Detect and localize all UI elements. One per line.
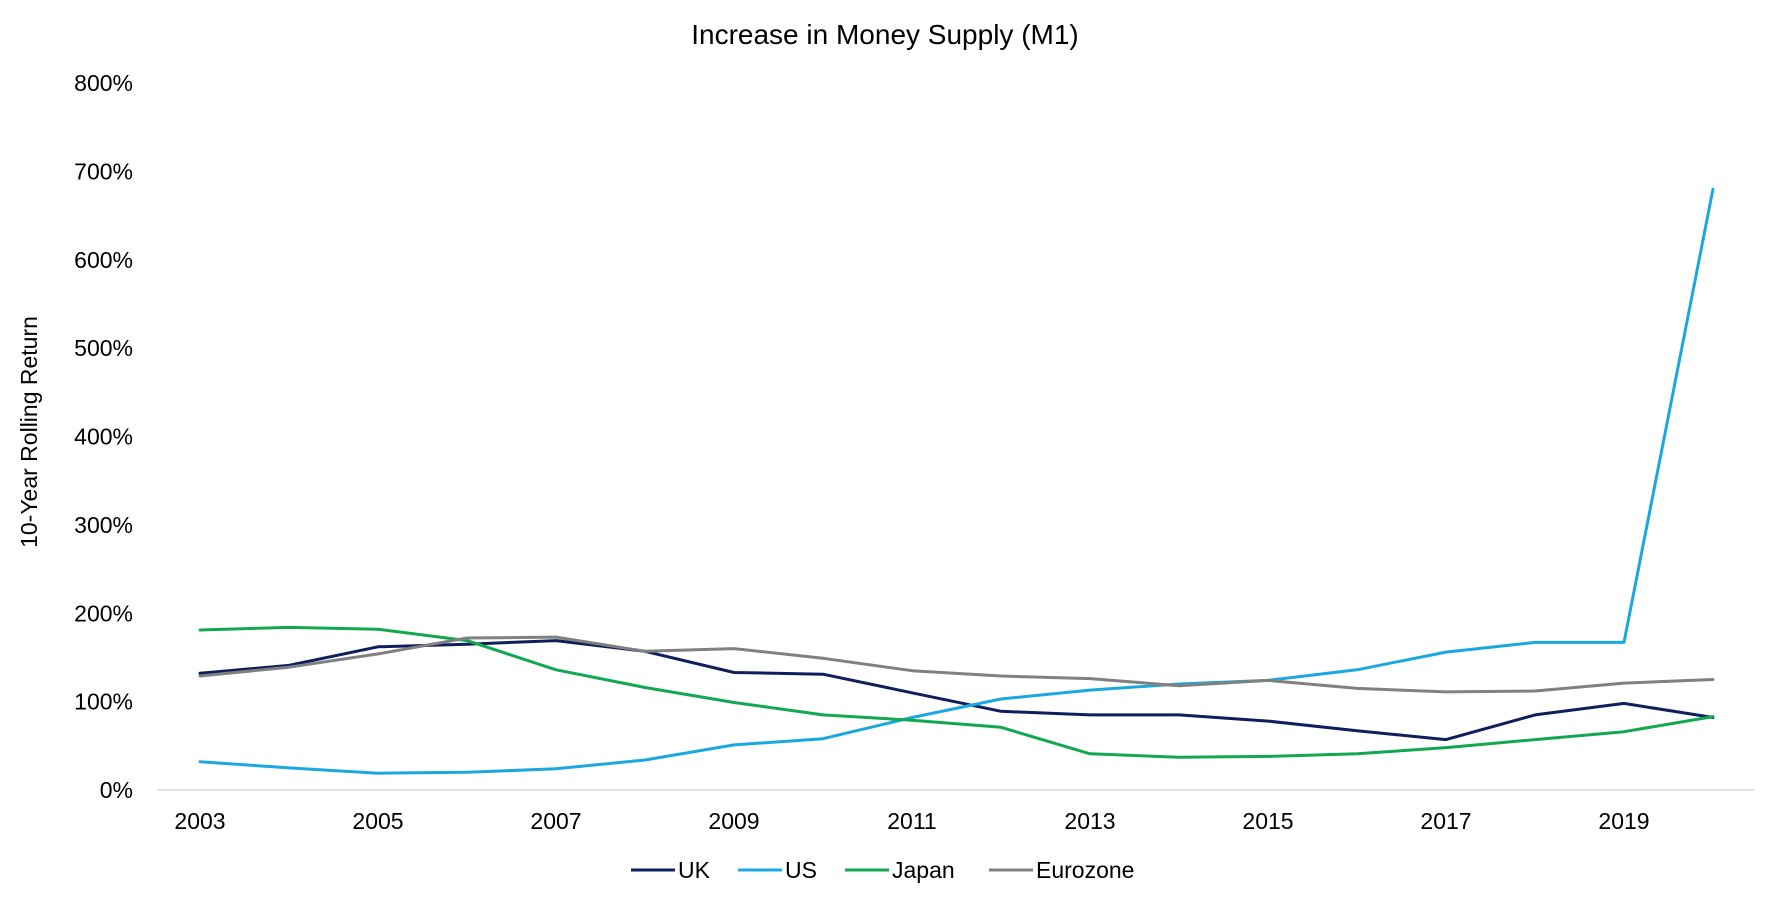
series-line-eurozone xyxy=(198,635,1715,694)
legend: UK US Japan Eurozone xyxy=(631,857,1134,883)
y-tick-label: 400% xyxy=(74,424,133,450)
legend-label-uk: UK xyxy=(678,857,711,883)
x-tick-label: 2013 xyxy=(1064,808,1115,834)
series-line-uk xyxy=(198,639,1715,742)
x-tick-label: 2015 xyxy=(1242,808,1293,834)
legend-label-us: US xyxy=(785,857,817,883)
y-tick-label: 600% xyxy=(74,247,133,273)
x-tick-label: 2003 xyxy=(174,808,225,834)
y-axis-label: 10-Year Rolling Return xyxy=(16,316,42,548)
x-tick-label: 2019 xyxy=(1598,808,1649,834)
legend-label-eurozone: Eurozone xyxy=(1036,857,1134,883)
x-tick-label: 2011 xyxy=(887,808,936,834)
y-tick-label: 500% xyxy=(74,335,133,361)
y-tick-label: 300% xyxy=(74,512,133,538)
y-tick-label: 700% xyxy=(74,158,133,184)
y-tick-label: 100% xyxy=(74,689,133,715)
y-axis-ticks: 0% 100% 200% 300% 400% 500% 600% 700% 800% xyxy=(74,70,133,803)
y-tick-label: 800% xyxy=(74,70,133,96)
x-tick-label: 2005 xyxy=(352,808,403,834)
series-lines xyxy=(198,187,1715,775)
x-axis-ticks: 2003 2005 2007 2009 2011 2013 2015 2017 2019 xyxy=(174,808,1649,834)
y-tick-label: 200% xyxy=(74,600,133,626)
x-tick-label: 2009 xyxy=(708,808,759,834)
x-tick-label: 2017 xyxy=(1420,808,1471,834)
legend-label-japan: Japan xyxy=(892,857,955,883)
chart-title: Increase in Money Supply (M1) xyxy=(691,19,1079,50)
y-tick-label: 0% xyxy=(100,777,133,803)
series-line-japan xyxy=(198,625,1715,759)
series-line-us xyxy=(198,187,1715,775)
x-tick-label: 2007 xyxy=(530,808,581,834)
